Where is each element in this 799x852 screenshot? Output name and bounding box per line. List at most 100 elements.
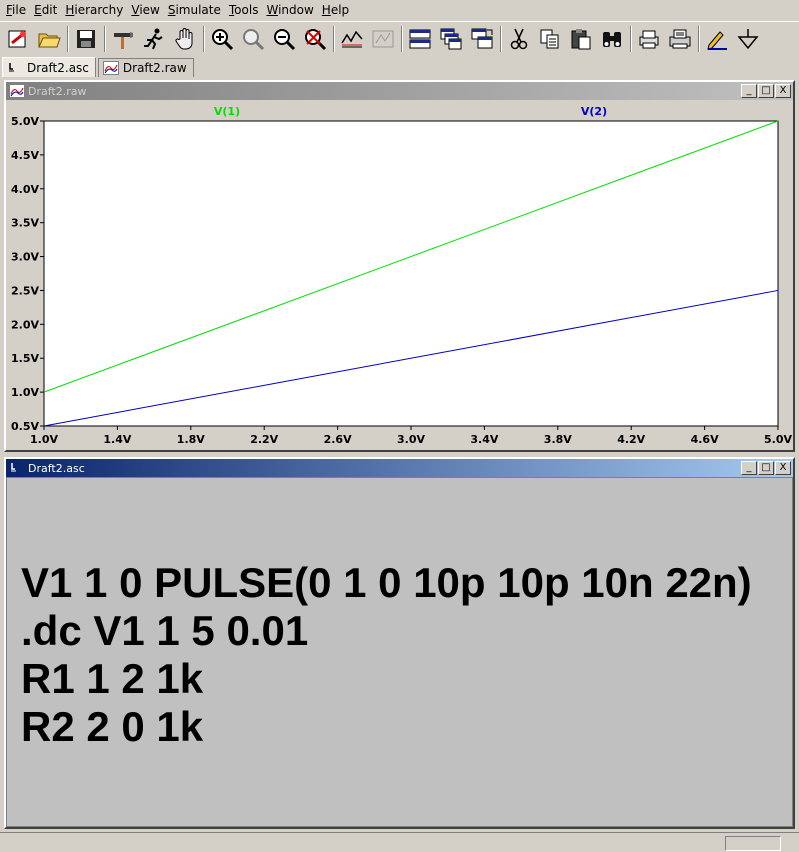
menu-window[interactable]: Window: [266, 3, 314, 17]
x-tick-label: 4.6V: [691, 433, 719, 446]
control-panel-button[interactable]: [109, 25, 137, 53]
paste-button[interactable]: [567, 25, 595, 53]
tab-label: Draft2.asc: [27, 60, 89, 75]
tab-draft2-raw[interactable]: Draft2.raw: [97, 58, 194, 77]
menu-simulate[interactable]: Simulate: [167, 3, 221, 17]
zoom-icon: [243, 28, 265, 50]
toolbar-separator: [333, 25, 335, 52]
tile-horizontal-button[interactable]: [406, 25, 434, 53]
spice-directive-line[interactable]: .dc V1 1 5 0.01: [21, 607, 309, 654]
schematic-icon: [9, 62, 14, 71]
run-button[interactable]: [140, 25, 168, 53]
toolbar-separator: [698, 25, 700, 52]
waveform-autorange-icon: [341, 30, 363, 47]
tab-label: Draft2.raw: [122, 61, 187, 75]
x-tick-label: 3.0V: [397, 433, 425, 446]
find-button[interactable]: [598, 25, 626, 53]
copy-icon: [540, 29, 559, 48]
plot-window-titlebar[interactable]: Draft2.raw _ □ X: [6, 82, 793, 100]
zoom-out-button[interactable]: [270, 25, 298, 53]
series-line-v2: [43, 289, 779, 427]
new-schematic-button[interactable]: [4, 25, 32, 53]
schematic-canvas[interactable]: V1 1 0 PULSE(0 1 0 10p 10p 10n 22n) .dc …: [6, 477, 793, 827]
menu-edit[interactable]: Edit: [34, 3, 58, 17]
hand-icon: [175, 27, 193, 49]
y-tick-label: 1.0V: [11, 386, 39, 399]
cut-button[interactable]: [505, 25, 533, 53]
plot-background: [43, 120, 779, 427]
schematic-window-titlebar[interactable]: Draft2.asc _ □ X: [6, 459, 793, 477]
schematic-icon: [11, 463, 16, 472]
fft-button[interactable]: [369, 25, 397, 53]
toolbar-separator: [401, 25, 403, 52]
spice-directive-line[interactable]: V1 1 0 PULSE(0 1 0 10p 10p 10n 22n): [21, 559, 752, 606]
x-tick-label: 3.4V: [470, 433, 498, 446]
zoom-cancel-button[interactable]: [301, 25, 329, 53]
toolbar-separator: [500, 25, 502, 52]
y-tick-label: 3.0V: [11, 251, 39, 264]
x-tick-label: 4.2V: [617, 433, 645, 446]
y-tick-label: 4.0V: [11, 183, 39, 196]
cascade-icon: [440, 28, 462, 49]
tab-draft2-asc[interactable]: Draft2.asc: [2, 57, 96, 77]
save-button[interactable]: [72, 25, 100, 53]
scissors-icon: [510, 28, 528, 49]
toolbar-separator: [104, 25, 106, 52]
status-bar: [0, 832, 799, 852]
copy-button[interactable]: [536, 25, 564, 53]
binoculars-icon: [603, 31, 621, 47]
spice-directive-line[interactable]: R2 2 0 1k: [21, 703, 204, 750]
fft-icon: [372, 30, 394, 47]
zoom-in-icon: [212, 28, 234, 50]
print-button[interactable]: [666, 25, 694, 53]
maximize-button[interactable]: □: [758, 84, 774, 98]
y-tick-label: 1.5V: [11, 352, 39, 365]
legend-label: V(1): [214, 105, 240, 118]
print-preview-icon: [639, 30, 659, 48]
x-tick-label: 1.4V: [103, 433, 131, 446]
menu-file[interactable]: File: [6, 3, 27, 17]
document-tabs: Draft2.asc Draft2.raw: [0, 56, 799, 77]
tile-vertical-button[interactable]: [468, 25, 496, 53]
hammer-icon: [114, 31, 133, 49]
x-tick-label: 3.8V: [544, 433, 572, 446]
plot-window-title: Draft2.raw: [28, 84, 87, 98]
zoom-out-icon: [274, 28, 296, 50]
tile-horizontal-icon: [409, 29, 431, 48]
y-tick-label: 3.5V: [11, 217, 39, 230]
menu-hierarchy[interactable]: Hierarchy: [65, 3, 124, 17]
x-tick-label: 2.2V: [250, 433, 278, 446]
running-man-icon: [144, 28, 163, 49]
pan-button[interactable]: [171, 25, 199, 53]
x-tick-label: 1.8V: [177, 433, 205, 446]
minimize-button[interactable]: _: [741, 84, 757, 98]
series-line-v1: [43, 120, 779, 393]
close-button[interactable]: X: [775, 461, 791, 475]
pencil-icon: [707, 30, 727, 50]
print-preview-button[interactable]: [635, 25, 663, 53]
menu-tools[interactable]: Tools: [228, 3, 259, 17]
spice-directive-line[interactable]: R1 1 2 1k: [21, 655, 204, 702]
zoom-fit-button[interactable]: [239, 25, 267, 53]
toolbar-separator: [67, 25, 69, 52]
open-button[interactable]: [35, 25, 63, 53]
waveform-chart[interactable]: 0.5V1.0V1.5V2.0V2.5V3.0V3.5V4.0V4.5V5.0V…: [6, 100, 793, 450]
legend-label: V(2): [581, 105, 607, 118]
plot-area[interactable]: 0.5V 1.0V 1.5V 2.0V 2.5V 3.0V 3.5V 4.0V 4.5V 5.0V…: [6, 100, 793, 450]
menu-view[interactable]: View: [131, 3, 160, 17]
x-tick-label: 1.0V: [30, 433, 58, 446]
minimize-button[interactable]: _: [741, 461, 757, 475]
menu-help[interactable]: Help: [321, 3, 350, 17]
y-tick-label: 2.5V: [11, 284, 39, 297]
ground-button[interactable]: [734, 25, 762, 53]
close-button[interactable]: X: [775, 84, 791, 98]
y-tick-label: 2.0V: [11, 318, 39, 331]
cascade-button[interactable]: [437, 25, 465, 53]
tile-vertical-icon: [471, 28, 493, 48]
new-schematic-icon: [8, 30, 26, 47]
autorange-button[interactable]: [338, 25, 366, 53]
x-tick-label: 5.0V: [764, 433, 792, 446]
draw-wire-button[interactable]: [703, 25, 731, 53]
maximize-button[interactable]: □: [758, 461, 774, 475]
zoom-in-button[interactable]: [208, 25, 236, 53]
